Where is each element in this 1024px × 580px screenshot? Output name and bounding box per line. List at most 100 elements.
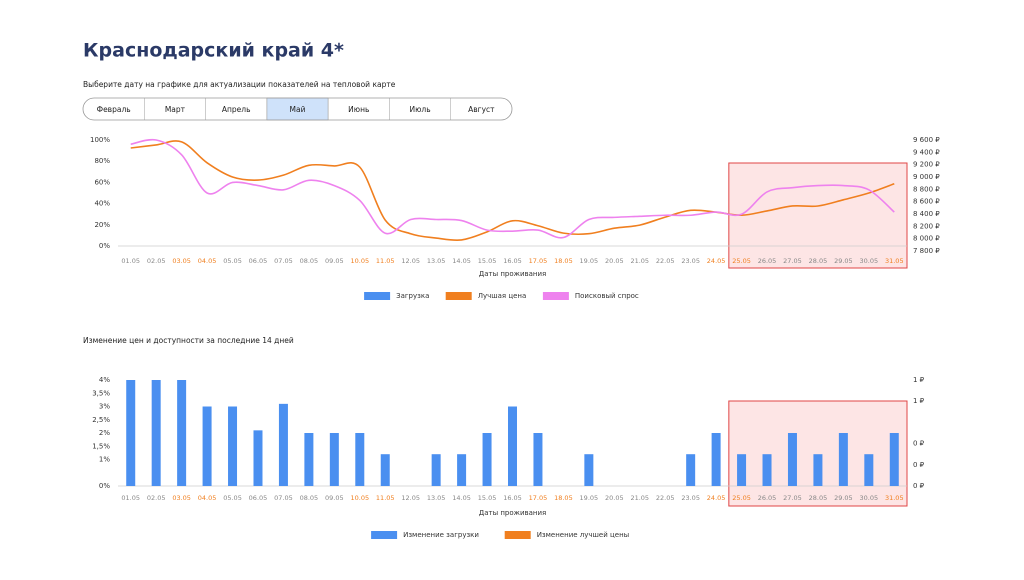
x-tick-label: 06.05 [249,257,268,265]
legend-label[interactable]: Загрузка [396,292,429,300]
legend-label[interactable]: Лучшая цена [478,292,527,300]
bar [737,454,747,486]
bar [686,454,696,486]
x-tick-label: 27.05 [783,257,802,265]
x-tick-label: 13.05 [427,494,446,502]
x-tick-label: 30.05 [860,494,879,502]
x-tick-label: 18.05 [554,494,573,502]
bar [889,433,899,486]
bar [177,380,187,486]
tab-label[interactable]: Апрель [222,105,251,114]
bar [431,454,441,486]
tab-label[interactable]: Август [468,105,495,114]
x-tick-label: 22.05 [656,257,675,265]
x-tick-label: 13.05 [427,257,446,265]
y-tick-label: 40% [94,200,110,208]
x-tick-label: 10.05 [350,494,369,502]
tab-label[interactable]: Март [165,105,186,114]
bar [508,406,517,486]
y-tick-label: 2,5% [92,416,110,424]
x-tick-label: 14.05 [452,494,471,502]
y2-tick-label: 1 ₽ [913,376,925,384]
legend-swatch[interactable] [542,292,569,300]
tab-label[interactable]: Февраль [97,105,131,114]
legend-swatch[interactable] [371,531,398,539]
tab-label[interactable]: Июль [410,105,431,114]
bar [202,406,212,486]
x-tick-label: 05.05 [223,257,242,265]
legend-label[interactable]: Изменение загрузки [403,531,479,539]
y-tick-label: 1,5% [92,442,110,450]
bar [151,380,161,486]
highlight-range [728,162,908,269]
x-tick-label: 31.05 [885,494,904,502]
x-tick-label: 05.05 [223,494,242,502]
y2-tick-label: 9 000 ₽ [913,173,940,181]
x-tick-label: 24.05 [707,257,726,265]
y2-tick-label: 9 200 ₽ [913,161,940,169]
legend-swatch[interactable] [445,292,472,300]
x-tick-label: 24.05 [707,494,726,502]
y2-tick-label: 8 400 ₽ [913,210,940,218]
series-line [130,140,895,241]
chart-title: Изменение цен и доступности за последние… [83,336,294,345]
legend-label[interactable]: Изменение лучшей цены [537,531,630,539]
y-tick-label: 3,5% [92,389,110,397]
bar [711,433,721,486]
legend-swatch[interactable] [364,292,391,300]
bar [278,403,288,486]
x-tick-label: 29.05 [834,494,853,502]
x-tick-label: 21.05 [630,257,649,265]
x-tick-label: 26.05 [758,494,777,502]
highlight-range [728,400,908,507]
x-tick-label: 08.05 [300,494,319,502]
bar [380,454,390,486]
x-tick-label: 25.05 [732,257,751,265]
y2-tick-label: 0 ₽ [913,440,925,448]
x-tick-label: 16.05 [503,494,522,502]
x-tick-label: 28.05 [809,494,828,502]
x-tick-label: 04.05 [198,257,217,265]
x-tick-label: 26.05 [758,257,777,265]
x-tick-label: 08.05 [300,257,319,265]
legend-swatch[interactable] [504,531,531,539]
bar [787,433,797,486]
month-tabs: Февраль Март Апрель Май Июнь Июль Август [82,97,513,121]
x-tick-label: 19.05 [580,494,599,502]
x-tick-label: 14.05 [452,257,471,265]
bar [482,433,492,486]
x-tick-label: 09.05 [325,494,344,502]
x-tick-label: 07.05 [274,494,293,502]
x-tick-label: 09.05 [325,257,344,265]
y2-tick-label: 8 000 ₽ [913,235,940,243]
tab-label[interactable]: Май [290,105,306,114]
tab-label[interactable]: Июнь [348,105,369,114]
y-tick-label: 20% [94,221,110,229]
legend-label[interactable]: Поисковый спрос [575,292,639,300]
bar [813,454,823,486]
x-tick-label: 23.05 [681,257,700,265]
x-tick-label: 19.05 [580,257,599,265]
page-subtitle: Выберите дату на графике для актуализаци… [83,80,396,89]
bar [126,380,136,486]
x-tick-label: 20.05 [605,494,624,502]
x-tick-label: 15.05 [478,257,497,265]
bar [304,433,314,486]
y-tick-label: 4% [99,376,110,384]
x-tick-label: 23.05 [681,494,700,502]
y2-tick-label: 9 400 ₽ [913,148,940,156]
x-tick-label: 27.05 [783,494,802,502]
y-tick-label: 1% [99,456,110,464]
bar [533,433,543,486]
x-tick-label: 12.05 [401,494,420,502]
y-tick-label: 0% [99,242,110,250]
bar [838,433,848,486]
x-tick-label: 12.05 [401,257,420,265]
x-tick-label: 01.05 [121,257,140,265]
y-tick-label: 3% [99,403,110,411]
x-axis-label: Даты проживания [479,270,547,278]
x-tick-label: 21.05 [630,494,649,502]
x-tick-label: 20.05 [605,257,624,265]
y-tick-label: 100% [90,136,110,144]
